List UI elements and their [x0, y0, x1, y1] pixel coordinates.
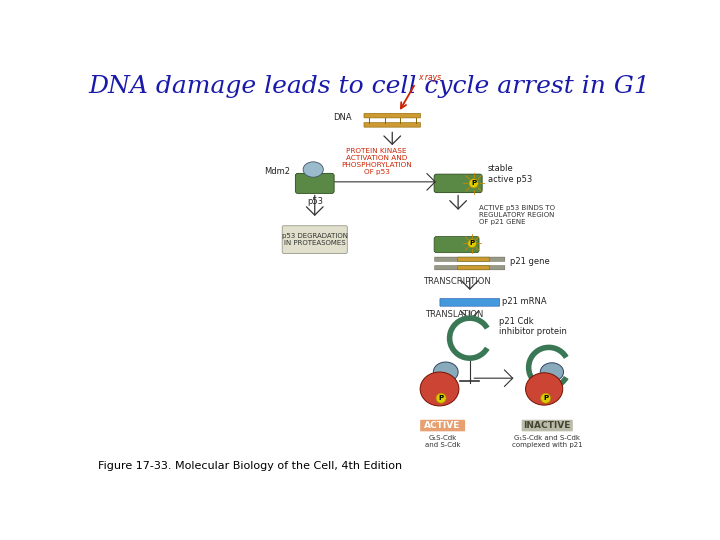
Text: P: P: [471, 180, 476, 186]
Text: p53: p53: [307, 197, 323, 206]
Text: p21 gene: p21 gene: [510, 258, 550, 266]
Text: TRANSCRIPTION: TRANSCRIPTION: [423, 278, 491, 286]
Text: PROTEIN KINASE
ACTIVATION AND
PHOSPHORYLATION
OF p53: PROTEIN KINASE ACTIVATION AND PHOSPHORYL…: [341, 147, 412, 174]
Text: P: P: [469, 240, 474, 246]
FancyBboxPatch shape: [458, 257, 490, 261]
FancyBboxPatch shape: [295, 173, 334, 193]
Ellipse shape: [303, 162, 323, 177]
Text: INACTIVE: INACTIVE: [523, 421, 571, 430]
Text: p21 Cdk
inhibitor protein: p21 Cdk inhibitor protein: [499, 317, 567, 336]
FancyBboxPatch shape: [434, 174, 482, 193]
Circle shape: [541, 393, 551, 403]
Text: P: P: [543, 395, 548, 401]
Circle shape: [468, 239, 477, 248]
Text: G₁S-Cdk
and S-Cdk: G₁S-Cdk and S-Cdk: [425, 435, 460, 448]
Text: ACTIVE: ACTIVE: [424, 421, 461, 430]
Text: DNA: DNA: [333, 113, 352, 122]
Ellipse shape: [540, 363, 564, 381]
Circle shape: [436, 393, 446, 403]
FancyBboxPatch shape: [435, 257, 505, 261]
Text: stable
active p53: stable active p53: [487, 165, 532, 184]
FancyBboxPatch shape: [282, 226, 347, 253]
FancyBboxPatch shape: [364, 113, 420, 118]
FancyBboxPatch shape: [522, 420, 573, 431]
Text: x rays: x rays: [418, 73, 441, 82]
Text: p53 DEGRADATION
IN PROTEASOMES: p53 DEGRADATION IN PROTEASOMES: [282, 233, 348, 246]
Text: Mdm2: Mdm2: [264, 166, 290, 176]
Text: p21 mRNA: p21 mRNA: [503, 298, 547, 307]
Text: Figure 17-33. Molecular Biology of the Cell, 4th Edition: Figure 17-33. Molecular Biology of the C…: [98, 461, 402, 471]
Text: DNA damage leads to cell cycle arrest in G1: DNA damage leads to cell cycle arrest in…: [88, 75, 650, 98]
FancyBboxPatch shape: [440, 299, 500, 306]
Text: G₁S-Cdk and S-Cdk
complexed with p21: G₁S-Cdk and S-Cdk complexed with p21: [512, 435, 582, 448]
FancyBboxPatch shape: [435, 266, 505, 270]
FancyBboxPatch shape: [364, 123, 420, 127]
Ellipse shape: [433, 362, 458, 382]
Ellipse shape: [420, 372, 459, 406]
Ellipse shape: [526, 373, 563, 405]
FancyBboxPatch shape: [434, 237, 479, 253]
FancyBboxPatch shape: [420, 420, 465, 431]
FancyBboxPatch shape: [458, 266, 490, 270]
Text: TRANSLATION: TRANSLATION: [425, 310, 483, 319]
Text: ACTIVE p53 BINDS TO
REGULATORY REGION
OF p21 GENE: ACTIVE p53 BINDS TO REGULATORY REGION OF…: [479, 205, 555, 225]
Circle shape: [469, 179, 478, 188]
Text: P: P: [438, 395, 444, 401]
